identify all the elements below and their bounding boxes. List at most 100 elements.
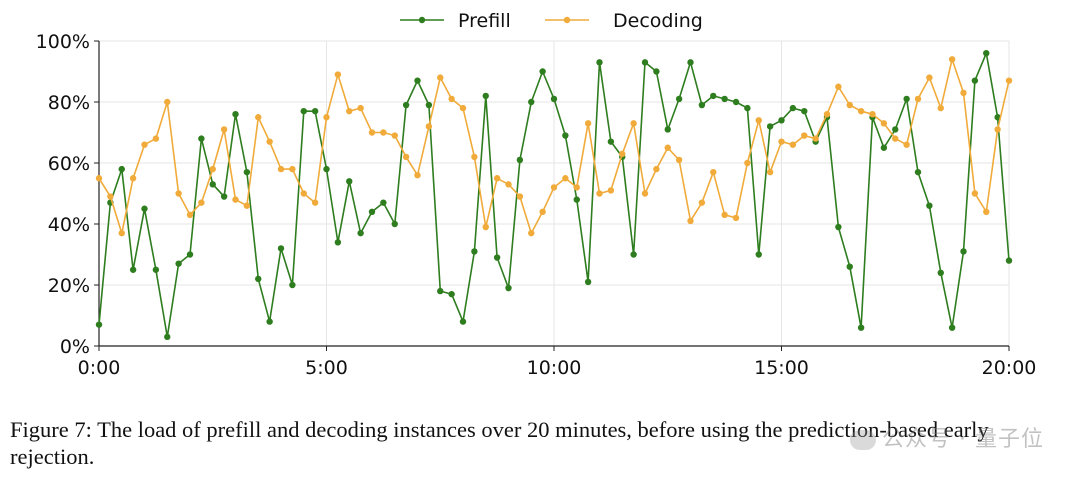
prefill-point	[129, 266, 137, 273]
prefill-point	[778, 117, 785, 124]
prefill-point	[971, 77, 979, 84]
prefill-point	[687, 59, 694, 66]
decoding-point	[960, 89, 967, 97]
decoding-point	[539, 208, 546, 215]
prefill-point	[744, 104, 751, 112]
prefill-point	[914, 168, 922, 176]
decoding-point	[630, 120, 637, 127]
prefill-point	[755, 251, 762, 258]
decoding-point	[277, 165, 285, 173]
prefill-legend-marker	[418, 16, 426, 24]
prefill-point	[801, 107, 808, 115]
decoding-point	[937, 104, 944, 112]
decoding-point	[1005, 77, 1013, 84]
prefill-point	[141, 205, 148, 212]
prefill-point	[255, 275, 262, 283]
decoding-point	[755, 117, 762, 124]
decoding-point	[391, 132, 398, 139]
decoding-point	[914, 95, 922, 103]
prefill-point	[232, 111, 239, 118]
decoding-point	[619, 150, 626, 158]
prefill-point	[493, 254, 501, 261]
decoding-point	[198, 199, 205, 206]
figure-caption: Figure 7: The load of prefill and decodi…	[10, 417, 989, 469]
decoding-point	[664, 144, 671, 151]
decoding-point	[209, 165, 216, 173]
decoding-point	[107, 193, 114, 200]
x-tick-label: 0:00	[78, 357, 121, 379]
decoding-point	[323, 114, 330, 121]
decoding-point	[948, 56, 956, 63]
x-tick-label: 20:00	[982, 357, 1037, 379]
decoding-point	[675, 156, 683, 164]
decoding-point	[710, 168, 717, 176]
x-tick-label: 15:00	[754, 357, 809, 379]
prefill-point	[653, 68, 660, 75]
prefill-point	[357, 229, 364, 237]
decoding-point	[846, 101, 853, 109]
watermark: 公众号 · 量子位	[850, 421, 1044, 453]
decoding-point	[869, 111, 876, 118]
prefill-point	[118, 165, 125, 173]
prefill-point	[289, 281, 296, 289]
decoding-point	[903, 141, 910, 148]
y-tick-label: 0%	[60, 336, 90, 358]
decoding-point	[596, 190, 603, 197]
decoding-point	[402, 153, 410, 161]
decoding-point	[721, 211, 728, 219]
decoding-point	[118, 229, 125, 237]
prefill-point	[528, 98, 535, 106]
prefill-point	[243, 168, 251, 176]
prefill-point	[607, 138, 615, 145]
prefill-point	[448, 290, 455, 298]
x-tick-label: 5:00	[305, 357, 348, 379]
prefill-point	[539, 68, 546, 75]
y-tick-label: 60%	[48, 153, 90, 175]
prefill-point	[641, 59, 649, 66]
prefill-point	[948, 324, 956, 331]
decoding-point	[368, 129, 376, 136]
prefill-point	[766, 123, 774, 130]
decoding-legend-label: Decoding	[613, 10, 703, 32]
decoding-point	[334, 71, 342, 78]
prefill-point	[311, 107, 319, 115]
prefill-point	[721, 95, 728, 103]
prefill-point	[482, 92, 489, 100]
prefill-point	[220, 193, 228, 200]
decoding-point	[357, 104, 364, 112]
decoding-point	[346, 107, 353, 115]
decoding-point	[380, 129, 387, 136]
prefill-point	[937, 269, 944, 276]
prefill-point	[471, 248, 478, 255]
decoding-point	[857, 107, 865, 115]
wechat-icon	[850, 430, 877, 450]
decoding-point	[562, 175, 569, 182]
prefill-point	[892, 126, 899, 133]
decoding-point	[311, 199, 319, 206]
prefill-point	[994, 114, 1001, 121]
decoding-point	[437, 74, 444, 81]
decoding-point	[505, 181, 512, 188]
prefill-point	[835, 223, 842, 231]
prefill-point	[664, 126, 671, 133]
decoding-point	[152, 135, 160, 142]
decoding-point	[550, 184, 558, 191]
decoding-point	[129, 175, 137, 182]
decoding-point	[812, 135, 819, 142]
prefill-legend-label: Prefill	[458, 10, 511, 32]
decoding-point	[243, 202, 251, 209]
decoding-point	[300, 190, 307, 197]
decoding-point	[653, 165, 660, 173]
decoding-point	[528, 229, 535, 237]
decoding-point	[926, 74, 933, 81]
prefill-point	[630, 251, 637, 258]
decoding-point	[482, 223, 489, 231]
decoding-point	[471, 153, 478, 161]
decoding-point	[266, 138, 273, 145]
prefill-point	[983, 50, 990, 57]
prefill-point	[402, 101, 410, 109]
prefill-point	[346, 178, 353, 185]
prefill-point	[846, 263, 853, 270]
y-tick-label: 100%	[36, 31, 90, 53]
prefill-point	[175, 260, 182, 267]
